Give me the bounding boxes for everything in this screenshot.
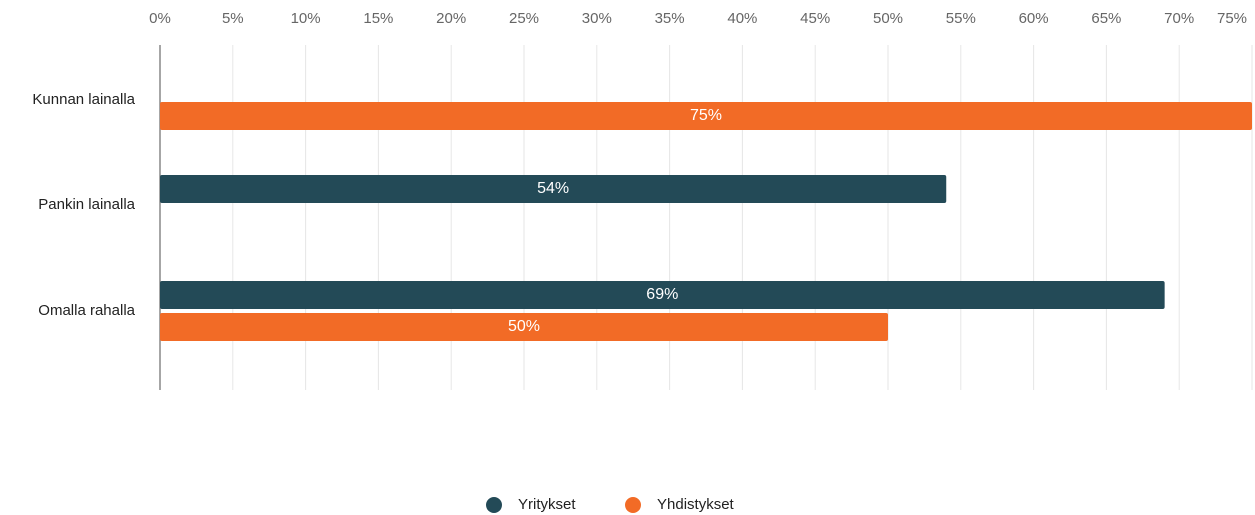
y-tick-label: Pankin lainalla	[38, 196, 135, 213]
legend-marker	[486, 497, 502, 513]
x-tick-label: 75%	[1217, 10, 1247, 27]
x-tick-label: 20%	[436, 10, 466, 27]
x-tick-label: 60%	[1019, 10, 1049, 27]
x-tick-label: 15%	[363, 10, 393, 27]
legend-label: Yritykset	[518, 496, 576, 513]
value-label: 75%	[690, 107, 722, 124]
x-tick-label: 35%	[655, 10, 685, 27]
legend-label: Yhdistykset	[657, 496, 735, 513]
y-tick-label: Kunnan lainalla	[32, 91, 135, 108]
legend-marker	[625, 497, 641, 513]
bar	[160, 175, 947, 203]
bar	[160, 102, 1252, 130]
x-tick-label: 55%	[946, 10, 976, 27]
x-tick-label: 70%	[1164, 10, 1194, 27]
x-tick-label: 25%	[509, 10, 539, 27]
x-tick-label: 5%	[222, 10, 244, 27]
value-label: 50%	[508, 318, 540, 335]
x-tick-label: 10%	[291, 10, 321, 27]
x-tick-label: 50%	[873, 10, 903, 27]
x-tick-label: 45%	[800, 10, 830, 27]
value-label: 54%	[537, 180, 569, 197]
x-tick-label: 65%	[1091, 10, 1121, 27]
bar	[160, 313, 888, 341]
value-label: 69%	[646, 286, 678, 303]
x-tick-label: 0%	[149, 10, 171, 27]
x-tick-label: 30%	[582, 10, 612, 27]
bar	[160, 281, 1165, 309]
x-tick-label: 40%	[727, 10, 757, 27]
y-tick-label: Omalla rahalla	[38, 302, 135, 319]
